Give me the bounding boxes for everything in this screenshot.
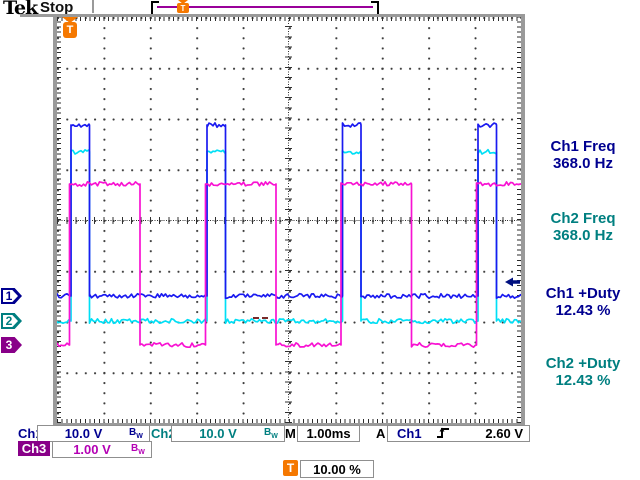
trigger-level-value: 2.60 V	[485, 426, 523, 441]
trigger-position-marker: T	[62, 17, 78, 41]
trigger-position-arrow-icon	[62, 17, 78, 23]
measurement-value: 12.43 %	[555, 372, 611, 389]
channel3-ground-marker: 3	[1, 337, 22, 353]
acquisition-status: Stop	[40, 0, 74, 16]
measurement-label: Ch1 Freq	[550, 138, 616, 155]
rising-edge-icon	[436, 426, 450, 442]
measurement-value: 368.0 Hz	[552, 227, 614, 244]
trigger-readout-box: Ch1 2.60 V	[387, 425, 530, 442]
trigger-system-label: A	[376, 426, 386, 441]
frame-ledge	[20, 14, 54, 17]
measurement-value: 368.0 Hz	[552, 155, 614, 172]
trigger-position-box: 10.00 %	[300, 460, 374, 478]
ch1-readout-label: Ch1	[18, 426, 43, 441]
measurement-label: Ch2 +Duty	[545, 355, 621, 372]
topbar-divider	[92, 0, 94, 13]
ch2-readout-label: Ch2	[151, 426, 176, 441]
channel2-ground-marker-label: 2	[5, 314, 13, 328]
record-window-line	[157, 6, 373, 8]
measurement-value: 12.43 %	[555, 302, 611, 319]
waveform-svg	[57, 122, 521, 349]
timebase-box: 1.00ms	[297, 425, 360, 442]
channel2-ground-marker: 2	[1, 313, 22, 329]
record-trigger-marker-icon: T	[177, 0, 189, 14]
ch3-scale-value: 1.00 V	[73, 442, 111, 457]
trigger-position-symbol: T	[283, 460, 298, 476]
trigger-marker-arrow-icon	[178, 0, 188, 4]
reference-dash-marker	[253, 317, 259, 319]
ch2-scale-value: 10.0 V	[199, 426, 237, 441]
channel3-ground-marker-label: 3	[5, 338, 13, 352]
graticule	[57, 17, 521, 423]
channel1-ground-marker: 1	[1, 288, 22, 304]
timebase-value: 1.00ms	[306, 426, 351, 441]
trigger-position-t: T	[63, 22, 77, 38]
ch3-scale-box: 1.00 V BW	[52, 441, 152, 458]
ch3-readout-badge: Ch3	[18, 441, 50, 456]
measurement-ch2-duty: Ch2 +Duty 12.43 %	[526, 355, 640, 389]
timebase-label: M	[285, 426, 296, 441]
measurement-ch2-freq: Ch2 Freq 368.0 Hz	[526, 210, 640, 244]
ch1-bandwidth-limit-icon: BW	[129, 427, 143, 440]
ch1-scale-box: 10.0 V BW	[37, 425, 150, 442]
measurement-label: Ch1 +Duty	[545, 285, 621, 302]
trace-ch2	[57, 148, 521, 325]
trigger-position-value: 10.00 %	[313, 461, 361, 477]
trace-ch1	[57, 122, 521, 300]
ch1-scale-value: 10.0 V	[64, 426, 103, 441]
channel1-ground-marker-fill	[3, 290, 18, 302]
reference-dash-marker	[262, 317, 268, 319]
ch2-scale-box: 10.0 V BW	[171, 425, 285, 442]
graticule-center-v-axis	[285, 17, 292, 423]
trigger-marker-t: T	[177, 3, 189, 13]
record-view-bar: T	[151, 0, 379, 16]
ch3-bandwidth-limit-icon: BW	[131, 443, 145, 456]
channel2-ground-marker-fill	[3, 315, 18, 327]
graticule-frame	[53, 14, 525, 426]
channel1-ground-marker-label: 1	[5, 289, 13, 303]
measurement-ch1-freq: Ch1 Freq 368.0 Hz	[526, 138, 640, 172]
measurement-label: Ch2 Freq	[550, 210, 616, 227]
measurement-ch1-duty: Ch1 +Duty 12.43 %	[526, 285, 640, 319]
trigger-level-arrow-icon	[505, 277, 520, 287]
trigger-source: Ch1	[397, 426, 422, 441]
ch2-bandwidth-limit-icon: BW	[264, 427, 278, 440]
trace-ch3	[57, 180, 521, 349]
